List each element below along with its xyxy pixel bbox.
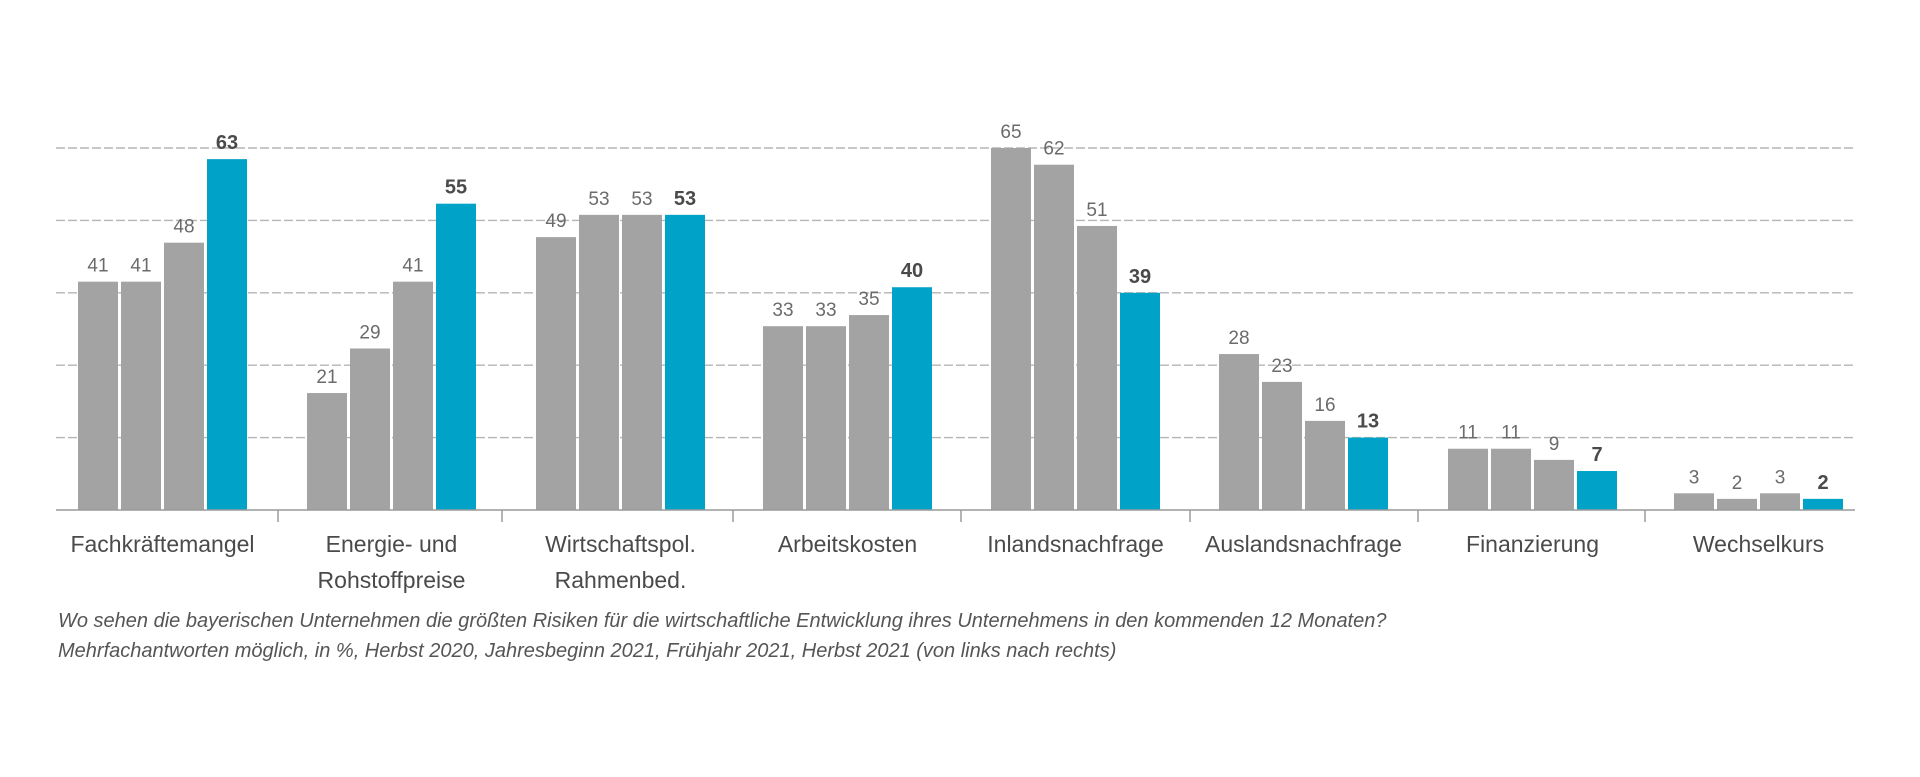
value-label-c7-s4: 7 (1591, 444, 1602, 466)
bar-c2-s3 (393, 281, 433, 510)
category-label-4: Arbeitskosten (778, 531, 917, 557)
bar-c8-s3 (1760, 493, 1800, 510)
value-label-c5-s4: 39 (1129, 266, 1151, 288)
category-label-6: Auslandsnachfrage (1205, 531, 1402, 557)
bar-c7-s2 (1491, 448, 1531, 510)
value-label-c1-s1: 41 (87, 256, 108, 277)
value-label-c8-s2: 2 (1732, 473, 1743, 494)
category-label-2-line-2: Rohstoffpreise (318, 567, 466, 593)
chart-caption: Wo sehen die bayerischen Unternehmen die… (58, 606, 1838, 666)
value-label-c5-s1: 65 (1000, 122, 1021, 143)
value-label-c8-s1: 3 (1689, 467, 1700, 488)
bar-c6-s2 (1262, 381, 1302, 510)
category-label-8: Wechselkurs (1693, 531, 1824, 557)
bar-c1-s1 (78, 281, 118, 510)
bar-c6-s4 (1348, 437, 1388, 510)
bar-c3-s4 (665, 214, 705, 511)
bar-c1-s2 (121, 281, 161, 510)
bar-c3-s2 (579, 214, 619, 511)
category-labels: Fachkräftemangel Energie- und Rohstoffprei… (70, 531, 1824, 593)
category-label-7: Finanzierung (1466, 531, 1599, 557)
bar-c2-s4 (436, 203, 476, 510)
bar-c3-s1 (536, 237, 576, 510)
bar-c1-s3 (164, 242, 204, 510)
bar-c4-s1 (763, 326, 803, 510)
category-label-5: Inlandsnachfrage (987, 531, 1163, 557)
category-label-2-line-1: Energie- und (326, 531, 458, 557)
bar-c7-s3 (1534, 459, 1574, 510)
value-label-c7-s1: 11 (1458, 423, 1478, 444)
bar-c5-s3 (1077, 225, 1117, 510)
value-label-c5-s2: 62 (1043, 139, 1064, 160)
bar-c8-s1 (1674, 493, 1714, 510)
bar-c2-s2 (350, 348, 390, 510)
value-label-c1-s2: 41 (130, 256, 151, 277)
bar-c4-s3 (849, 315, 889, 510)
caption-line-2: Mehrfachantworten möglich, in %, Herbst … (58, 640, 1117, 662)
category-label-3-line-1: Wirtschaftspol. (545, 531, 696, 557)
value-label-c6-s3: 16 (1314, 395, 1335, 416)
category-label-1: Fachkräftemangel (70, 531, 254, 557)
bar-c7-s4 (1577, 471, 1617, 510)
value-label-c1-s4: 63 (216, 132, 238, 154)
bar-c6-s3 (1305, 420, 1345, 510)
value-label-c4-s3: 35 (858, 289, 879, 310)
bar-c3-s3 (622, 214, 662, 511)
value-label-c6-s4: 13 (1357, 411, 1379, 433)
caption-line-1: Wo sehen die bayerischen Unternehmen die… (58, 610, 1387, 632)
x-axis-ticks (277, 510, 1646, 522)
bar-c4-s4 (892, 287, 932, 510)
value-label-c7-s3: 9 (1549, 434, 1560, 455)
bars (78, 148, 1843, 511)
value-label-c4-s4: 40 (901, 260, 923, 282)
bar-c2-s1 (307, 393, 347, 510)
value-label-c7-s2: 11 (1501, 423, 1521, 444)
value-label-c2-s2: 29 (359, 322, 380, 343)
value-label-c1-s3: 48 (173, 217, 194, 238)
category-label-3-line-2: Rahmenbed. (555, 567, 687, 593)
bar-c6-s1 (1219, 354, 1259, 510)
bar-c7-s1 (1448, 448, 1488, 510)
value-label-c3-s2: 53 (588, 189, 609, 210)
value-label-c3-s3: 53 (631, 189, 652, 210)
bar-c5-s1 (991, 148, 1031, 510)
bar-c8-s4 (1803, 498, 1843, 510)
value-label-c3-s1: 49 (545, 211, 566, 232)
bar-c5-s2 (1034, 164, 1074, 510)
value-label-c4-s1: 33 (772, 300, 793, 321)
value-label-c6-s2: 23 (1271, 356, 1292, 377)
value-label-c6-s1: 28 (1228, 328, 1249, 349)
bar-c1-s4 (207, 159, 247, 510)
value-label-c8-s3: 3 (1775, 467, 1786, 488)
value-label-c2-s1: 21 (316, 367, 337, 388)
bar-c8-s2 (1717, 498, 1757, 510)
value-label-c3-s4: 53 (674, 188, 696, 210)
value-label-c8-s4: 2 (1817, 472, 1828, 494)
bar-c5-s4 (1120, 292, 1160, 510)
value-label-c2-s4: 55 (445, 177, 467, 199)
bar-c4-s2 (806, 326, 846, 510)
value-label-c2-s3: 41 (402, 256, 423, 277)
value-label-c5-s3: 51 (1086, 200, 1107, 221)
value-label-c4-s2: 33 (815, 300, 836, 321)
